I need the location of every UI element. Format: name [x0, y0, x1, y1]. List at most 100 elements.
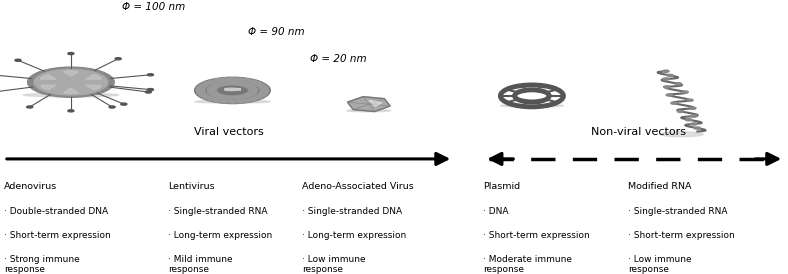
Circle shape — [249, 89, 258, 92]
Circle shape — [109, 106, 115, 108]
Circle shape — [690, 107, 696, 109]
Text: · Mild immune
response: · Mild immune response — [168, 255, 232, 274]
Circle shape — [248, 90, 257, 94]
Wedge shape — [86, 75, 101, 79]
Ellipse shape — [23, 93, 118, 97]
Circle shape — [247, 92, 256, 95]
Circle shape — [244, 93, 253, 96]
Circle shape — [235, 78, 244, 81]
Circle shape — [199, 84, 208, 87]
Circle shape — [667, 74, 673, 76]
Ellipse shape — [500, 105, 563, 107]
Ellipse shape — [195, 100, 270, 103]
Circle shape — [195, 89, 205, 92]
Circle shape — [147, 89, 154, 91]
Circle shape — [208, 90, 217, 94]
Circle shape — [145, 91, 151, 93]
Circle shape — [219, 82, 228, 85]
Circle shape — [221, 78, 230, 81]
Text: Φ = 100 nm: Φ = 100 nm — [122, 2, 185, 12]
Circle shape — [666, 94, 672, 96]
Text: Non-viral vectors: Non-viral vectors — [591, 127, 686, 137]
Circle shape — [223, 96, 232, 99]
Circle shape — [209, 92, 218, 95]
Circle shape — [241, 83, 250, 86]
Circle shape — [223, 82, 232, 85]
Wedge shape — [41, 85, 56, 90]
Circle shape — [675, 83, 682, 85]
Circle shape — [212, 84, 221, 87]
Circle shape — [682, 91, 688, 93]
Text: · Moderate immune
response: · Moderate immune response — [483, 255, 572, 274]
Circle shape — [115, 58, 121, 60]
Circle shape — [207, 89, 216, 92]
Circle shape — [247, 86, 256, 89]
Circle shape — [241, 95, 250, 98]
Circle shape — [257, 94, 266, 97]
Circle shape — [228, 82, 237, 85]
Wedge shape — [63, 88, 79, 93]
Circle shape — [209, 86, 218, 89]
Text: Adeno-Associated Virus: Adeno-Associated Virus — [302, 182, 414, 191]
Circle shape — [232, 96, 242, 99]
Circle shape — [34, 69, 108, 95]
Text: · Double-stranded DNA: · Double-stranded DNA — [4, 207, 108, 216]
Circle shape — [203, 96, 212, 99]
Circle shape — [691, 123, 697, 125]
Circle shape — [27, 106, 33, 108]
Text: · Single-stranded RNA: · Single-stranded RNA — [628, 207, 727, 216]
Circle shape — [28, 67, 114, 97]
Text: · Single-stranded DNA: · Single-stranded DNA — [302, 207, 402, 216]
Circle shape — [208, 87, 217, 90]
Circle shape — [694, 127, 701, 129]
Ellipse shape — [347, 110, 391, 112]
Circle shape — [228, 100, 237, 103]
Wedge shape — [41, 75, 56, 79]
Circle shape — [68, 53, 74, 55]
Circle shape — [228, 78, 237, 81]
Text: · Short-term expression: · Short-term expression — [483, 231, 589, 240]
Text: · Short-term expression: · Short-term expression — [628, 231, 734, 240]
Circle shape — [244, 84, 253, 87]
Circle shape — [260, 89, 269, 92]
Text: Φ = 20 nm: Φ = 20 nm — [310, 55, 366, 64]
Text: · Strong immune
response: · Strong immune response — [4, 255, 80, 274]
Circle shape — [248, 98, 257, 101]
Text: Adenovirus: Adenovirus — [4, 182, 58, 191]
Circle shape — [199, 94, 208, 97]
Circle shape — [253, 82, 262, 85]
Circle shape — [214, 99, 223, 102]
Wedge shape — [86, 85, 101, 90]
Text: · Short-term expression: · Short-term expression — [4, 231, 110, 240]
Circle shape — [15, 59, 21, 61]
Circle shape — [237, 95, 246, 99]
Circle shape — [195, 77, 270, 104]
Text: · Long-term expression: · Long-term expression — [302, 231, 406, 240]
Circle shape — [248, 87, 257, 90]
Text: · Long-term expression: · Long-term expression — [168, 231, 272, 240]
Text: Plasmid: Plasmid — [483, 182, 520, 191]
Circle shape — [257, 84, 266, 87]
Text: Φ = 90 nm: Φ = 90 nm — [248, 27, 305, 37]
Circle shape — [228, 96, 237, 99]
Circle shape — [237, 82, 246, 85]
Circle shape — [208, 80, 217, 83]
Wedge shape — [63, 71, 79, 76]
Circle shape — [691, 115, 697, 117]
Circle shape — [663, 86, 670, 88]
Circle shape — [208, 98, 217, 101]
Circle shape — [663, 70, 669, 72]
Text: Modified RNA: Modified RNA — [628, 182, 692, 191]
Circle shape — [242, 99, 251, 102]
Circle shape — [235, 100, 244, 103]
Text: · DNA: · DNA — [483, 207, 508, 216]
Ellipse shape — [660, 132, 703, 137]
Circle shape — [242, 79, 251, 82]
Circle shape — [221, 100, 230, 103]
Circle shape — [259, 91, 269, 95]
Text: · Single-stranded RNA: · Single-stranded RNA — [168, 207, 267, 216]
Text: · Low immune
response: · Low immune response — [628, 255, 692, 274]
Circle shape — [663, 78, 669, 80]
Circle shape — [259, 86, 269, 90]
Circle shape — [214, 79, 223, 82]
